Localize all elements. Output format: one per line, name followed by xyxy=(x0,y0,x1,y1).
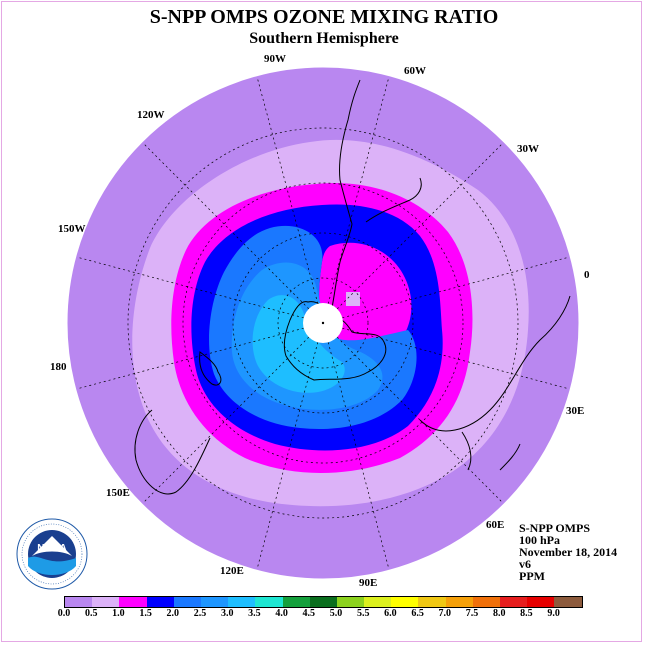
colorbar-tick-label: 1.0 xyxy=(112,608,125,619)
pole-marker xyxy=(321,321,325,325)
info-instrument: S-NPP OMPS xyxy=(519,521,590,535)
ozone-band-3.0-3.5 xyxy=(252,295,345,393)
lon-label-180: 180 xyxy=(50,361,67,373)
colorbar-tick-label: 6.5 xyxy=(411,608,424,619)
colorbar-tick-label: 9.0 xyxy=(547,608,560,619)
colorbar-tick-label: 4.5 xyxy=(302,608,316,619)
colorbar-tick-label: 5.5 xyxy=(356,608,370,619)
lon-label-150w: 150W xyxy=(58,223,86,235)
colorbar-bin xyxy=(119,597,147,607)
colorbar-bin xyxy=(309,597,337,607)
colorbar-bin xyxy=(500,597,528,607)
noaa-logo: NOAA xyxy=(16,518,88,590)
colorbar-bin xyxy=(391,597,419,607)
figure-frame xyxy=(1,1,642,642)
colorbar-tick-label: 2.5 xyxy=(193,608,207,619)
colorbar-tick-label: 3.5 xyxy=(248,608,261,619)
colorbar-bin xyxy=(92,597,120,607)
colorbar xyxy=(64,596,583,608)
info-units: PPM xyxy=(519,569,545,583)
colorbar-bin xyxy=(228,597,256,607)
colorbar-bin xyxy=(146,597,174,607)
colorbar-tick-label: 4.0 xyxy=(275,608,288,619)
colorbar-tick-label: 2.0 xyxy=(166,608,180,619)
colorbar-bin xyxy=(65,597,93,607)
lon-label-90e: 90E xyxy=(359,577,377,589)
map-title: S-NPP OMPS OZONE MIXING RATIO xyxy=(149,6,499,28)
map-subtitle: Southern Hemisphere xyxy=(249,30,399,47)
colorbar-bin xyxy=(173,597,201,607)
colorbar-bin xyxy=(445,597,473,607)
colorbar-tick-label: 8.5 xyxy=(520,608,533,619)
colorbar-tick-label: 5.0 xyxy=(329,608,343,619)
map-border xyxy=(67,67,579,579)
colorbar-tick-label: 3.0 xyxy=(220,608,234,619)
colorbar-tick-label: 0.5 xyxy=(84,608,98,619)
lon-label-0: 0 xyxy=(584,269,590,281)
lon-label-60w: 60W xyxy=(404,65,426,77)
lon-label-120e: 120E xyxy=(220,565,244,577)
ozone-patch-0.5-1.0 xyxy=(346,292,360,306)
lon-label-120w: 120W xyxy=(137,109,165,121)
colorbar-tick-label: 7.0 xyxy=(438,608,452,619)
colorbar-tick-label: 6.0 xyxy=(384,608,397,619)
graticule xyxy=(127,127,519,519)
colorbar-tick-label: 1.5 xyxy=(139,608,152,619)
lon-label-30w: 30W xyxy=(517,143,539,155)
colorbar-bin xyxy=(282,597,310,607)
colorbar-bin xyxy=(527,597,555,607)
lon-label-150e: 150E xyxy=(106,487,130,499)
colorbar-bin xyxy=(200,597,229,607)
logo-center-text: NOAA xyxy=(37,543,66,554)
lon-label-90w: 90W xyxy=(264,53,286,65)
info-block: S-NPP OMPS 100 hPa November 18, 2014 v6 … xyxy=(519,522,617,582)
colorbar-tick-label: 8.0 xyxy=(492,608,506,619)
colorbar-bin xyxy=(364,597,392,607)
colorbar-bin xyxy=(336,597,365,607)
colorbar-tick-label: 7.5 xyxy=(465,608,479,619)
lon-label-60e: 60E xyxy=(486,519,504,531)
colorbar-bin xyxy=(472,597,500,607)
info-level: 100 hPa xyxy=(519,533,561,547)
colorbar-bin xyxy=(554,597,582,607)
info-date: November 18, 2014 xyxy=(519,545,618,559)
colorbar-ticks: 0.0 0.5 1.0 1.5 2.0 2.5 3.0 3.5 4.0 4.5 5.0 5.5 6.0 6… xyxy=(52,608,596,622)
info-version: v6 xyxy=(519,557,531,571)
colorbar-bin xyxy=(418,597,446,607)
colorbar-bin xyxy=(255,597,283,607)
coastlines xyxy=(95,79,571,495)
colorbar-tick-label: 0.0 xyxy=(57,608,71,619)
lon-label-30e: 30E xyxy=(566,405,584,417)
